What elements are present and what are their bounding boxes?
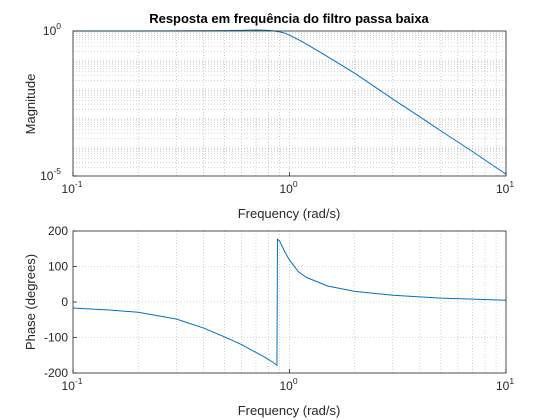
magnitude-grid [72,31,506,176]
y-tick-label: -100 [44,331,68,345]
y-tick-label: 200 [48,224,68,238]
y-tick-label: -200 [44,366,68,380]
magnitude-y-axis-label: Magnitude [23,74,38,135]
phase-y-axis-label: Phase (degrees) [23,254,38,350]
y-tick-label: 100 [48,260,68,274]
magnitude-x-axis-label: Frequency (rad/s) [238,206,341,221]
phase-x-axis-label: Frequency (rad/s) [238,403,341,418]
y-tick-label: 0 [61,295,68,309]
chart-title: Resposta em frequência do filtro passa b… [149,11,429,26]
phase-series-line [72,238,507,367]
